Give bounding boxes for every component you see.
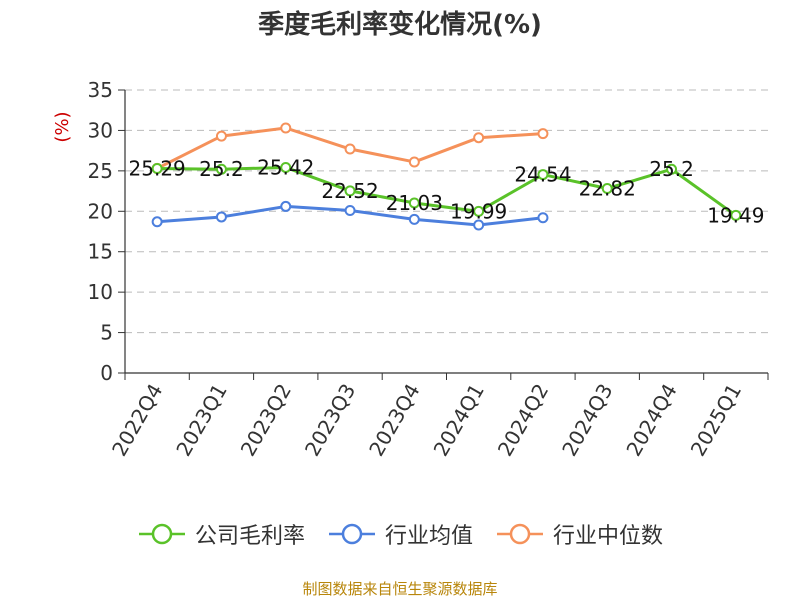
legend: 公司毛利率 行业均值 行业中位数 xyxy=(0,518,800,550)
data-point xyxy=(473,219,485,231)
data-point xyxy=(280,200,292,212)
data-point xyxy=(215,211,227,223)
x-tick-label: 2024Q3 xyxy=(557,380,617,461)
data-point xyxy=(344,204,356,216)
series-1 xyxy=(151,200,549,231)
data-point xyxy=(537,169,549,181)
x-tick-label: 2025Q1 xyxy=(686,380,746,461)
legend-label: 行业中位数 xyxy=(553,524,664,549)
y-tick-label: 20 xyxy=(88,199,113,223)
y-tick-label: 5 xyxy=(100,321,113,345)
series-0 xyxy=(151,161,742,221)
legend-item-2: 行业中位数 xyxy=(495,518,663,550)
x-tick-label: 2023Q1 xyxy=(171,380,231,461)
legend-label: 行业均值 xyxy=(384,524,473,549)
legend-item-1: 行业均值 xyxy=(327,518,473,550)
data-point xyxy=(537,212,549,224)
x-tick-label: 2022Q4 xyxy=(107,380,167,461)
data-point xyxy=(408,156,420,168)
x-tick-label: 2023Q3 xyxy=(300,380,360,461)
y-axis-title: (%) xyxy=(52,111,73,142)
x-tick-label: 2023Q2 xyxy=(236,380,296,461)
data-point xyxy=(344,185,356,197)
y-tick-label: 15 xyxy=(88,240,113,264)
data-label: 25.2 xyxy=(199,157,244,181)
data-point xyxy=(601,182,613,194)
legend-marker xyxy=(138,523,185,545)
data-point xyxy=(408,213,420,225)
legend-item-0: 公司毛利率 xyxy=(137,518,305,550)
series-lines xyxy=(151,122,742,231)
data-point xyxy=(344,143,356,155)
data-point xyxy=(151,216,163,228)
y-tick-label: 10 xyxy=(88,280,113,304)
data-point xyxy=(280,161,292,173)
data-label: 22.82 xyxy=(579,176,636,200)
data-label: 22.52 xyxy=(321,179,378,203)
data-point xyxy=(473,205,485,217)
data-label: 24.54 xyxy=(514,163,571,187)
grid-lines xyxy=(125,89,768,334)
data-label: 21.03 xyxy=(386,191,443,215)
y-tick-label: 30 xyxy=(88,118,113,142)
y-tick-label: 0 xyxy=(100,361,113,385)
data-point xyxy=(215,130,227,142)
data-point xyxy=(280,122,292,134)
data-label: 19.49 xyxy=(707,203,764,227)
x-tick-label: 2024Q2 xyxy=(493,380,553,461)
x-tick-label: 2024Q1 xyxy=(429,380,489,461)
y-tick-label: 35 xyxy=(88,78,113,102)
data-label: 19.99 xyxy=(450,199,507,223)
legend-label: 公司毛利率 xyxy=(194,524,305,549)
legend-marker xyxy=(497,523,543,545)
data-label: 25.2 xyxy=(649,157,694,181)
data-label: 25.29 xyxy=(129,157,186,181)
x-tick-label: 2023Q4 xyxy=(364,380,424,461)
data-point xyxy=(730,209,742,221)
data-point xyxy=(215,163,227,175)
legend-marker xyxy=(328,523,375,545)
data-label: 25.42 xyxy=(257,155,314,179)
data-point xyxy=(666,163,678,175)
data-point xyxy=(151,163,163,175)
series-line xyxy=(157,165,737,217)
data-labels: 25.29 25.2 25.42 22.52 21.03 19.99 24.54 22.82 2… xyxy=(129,155,765,227)
source-note: 制图数据来自恒生聚源数据库 xyxy=(302,580,498,598)
data-point xyxy=(408,197,420,209)
chart-title: 季度毛利率变化情况(%) xyxy=(258,10,542,40)
data-point xyxy=(537,128,549,140)
data-point xyxy=(473,132,485,144)
x-tick-label: 2024Q4 xyxy=(621,380,681,461)
y-tick-label: 25 xyxy=(88,159,113,183)
